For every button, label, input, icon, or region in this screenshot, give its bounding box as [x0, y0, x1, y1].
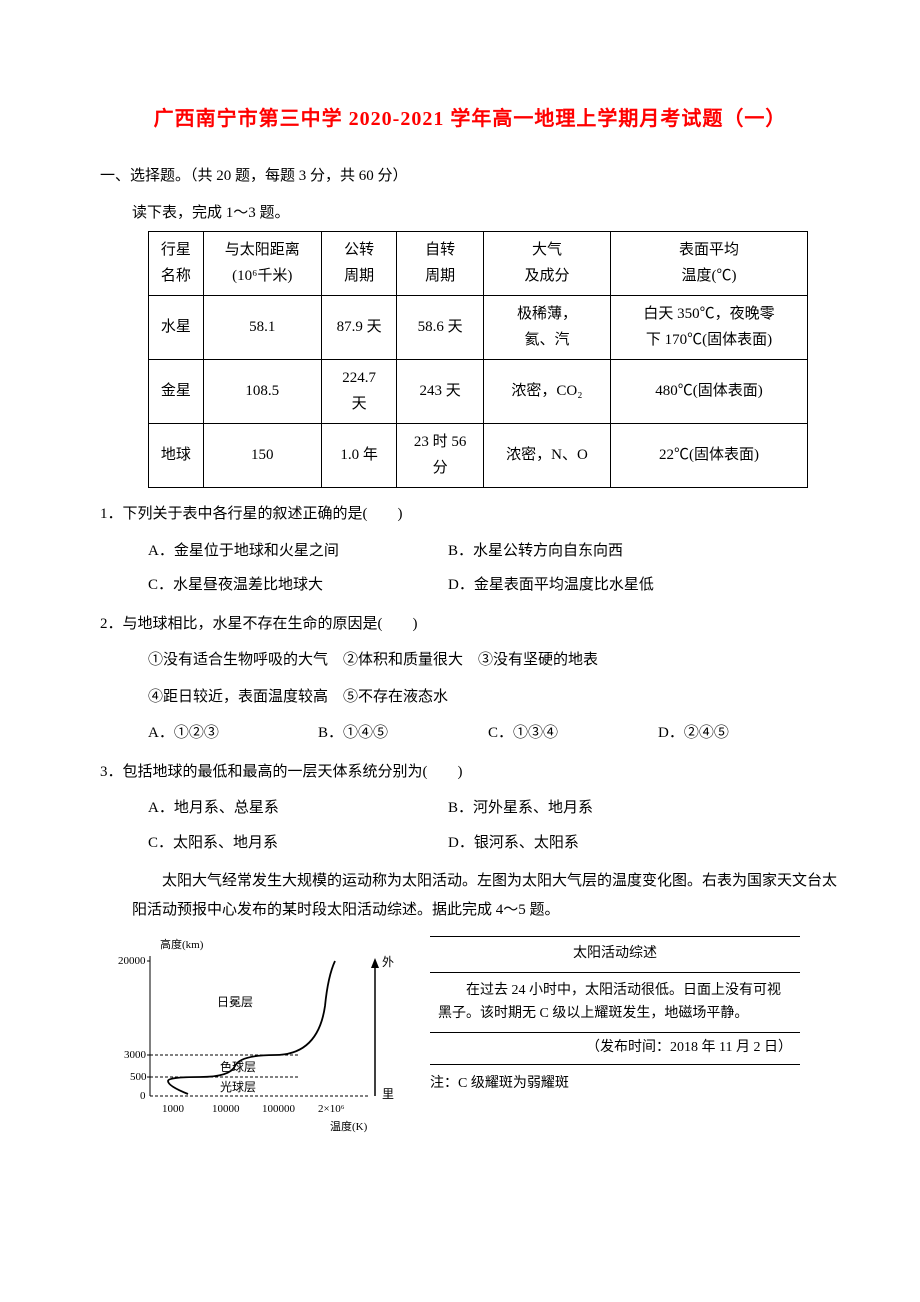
th-revolution: 公转周期: [321, 232, 397, 296]
q2-sub1: ①没有适合生物呼吸的大气 ②体积和质量很大 ③没有坚硬的地表: [148, 646, 840, 675]
passage-2: 太阳大气经常发生大规模的运动称为太阳活动。左图为太阳大气层的温度变化图。右表为国…: [132, 867, 840, 924]
td-temp: 白天 350℃，夜晚零下 170℃(固体表面): [611, 296, 808, 360]
q1-opt-a: A．金星位于地球和火星之间: [148, 537, 448, 566]
td-name: 水星: [149, 296, 204, 360]
y-axis-label: 高度(km): [160, 937, 204, 951]
solar-activity-summary: 太阳活动综述 在过去 24 小时中，太阳活动很低。日面上没有可视黑子。该时期无 …: [430, 936, 800, 1097]
solar-atmosphere-chart: 高度(km) 20000 3000 500 0 1000 10000 10000…: [100, 936, 410, 1136]
td-rot: 243 天: [397, 360, 483, 424]
th-name: 行星名称: [149, 232, 204, 296]
q3-options: A．地月系、总星系 B．河外星系、地月系 C．太阳系、地月系 D．银河系、太阳系: [148, 794, 840, 857]
planet-table: 行星名称 与太阳距离(10⁶千米) 公转周期 自转周期 大气及成分 表面平均温度…: [148, 231, 808, 488]
x-axis-label: 温度(K): [330, 1119, 368, 1133]
summary-footer: （发布时间：2018 年 11 月 2 日）: [430, 1033, 800, 1065]
x-tick-100000: 100000: [262, 1103, 296, 1115]
td-temp: 22℃(固体表面): [611, 424, 808, 488]
th-temperature: 表面平均温度(℃): [611, 232, 808, 296]
table-row: 地球 150 1.0 年 23 时 56分 浓密，N、O 22℃(固体表面): [149, 424, 808, 488]
x-tick-1000: 1000: [162, 1103, 185, 1115]
q3-stem: 3．包括地球的最低和最高的一层天体系统分别为( ): [100, 758, 840, 787]
summary-body: 在过去 24 小时中，太阳活动很低。日面上没有可视黑子。该时期无 C 级以上耀斑…: [430, 972, 800, 1033]
q2-stem: 2．与地球相比，水星不存在生命的原因是( ): [100, 610, 840, 639]
table-row: 金星 108.5 224.7天 243 天 浓密，CO₂ 480℃(固体表面): [149, 360, 808, 424]
td-rev: 1.0 年: [321, 424, 397, 488]
td-temp: 480℃(固体表面): [611, 360, 808, 424]
q2-opt-c: C．①③④: [488, 719, 658, 748]
x-tick-2e6: 2×10⁶: [318, 1103, 345, 1115]
y-tick-3000: 3000: [124, 1049, 147, 1061]
th-distance: 与太阳距离(10⁶千米): [203, 232, 321, 296]
chart-svg: 高度(km) 20000 3000 500 0 1000 10000 10000…: [100, 936, 410, 1136]
td-distance: 58.1: [203, 296, 321, 360]
arrow-outer: 外: [382, 955, 394, 969]
table-row: 水星 58.1 87.9 天 58.6 天 极稀薄，氦、汽 白天 350℃，夜晚…: [149, 296, 808, 360]
x-tick-10000: 10000: [212, 1103, 240, 1115]
td-distance: 150: [203, 424, 321, 488]
q2-sub2: ④距日较近，表面温度较高 ⑤不存在液态水: [148, 683, 840, 712]
q1-opt-d: D．金星表面平均温度比水星低: [448, 571, 748, 600]
table-header-row: 行星名称 与太阳距离(10⁶千米) 公转周期 自转周期 大气及成分 表面平均温度…: [149, 232, 808, 296]
section-header: 一、选择题。（共 20 题，每题 3 分，共 60 分）: [100, 162, 840, 191]
q1-opt-c: C．水星昼夜温差比地球大: [148, 571, 448, 600]
td-atm: 极稀薄，氦、汽: [483, 296, 610, 360]
td-rot: 23 时 56分: [397, 424, 483, 488]
layer-chromosphere: 色球层: [220, 1060, 256, 1074]
table-instruction: 读下表，完成 1～3 题。: [132, 199, 840, 228]
q2-opt-d: D．②④⑤: [658, 719, 828, 748]
th-atmosphere: 大气及成分: [483, 232, 610, 296]
layer-photosphere: 光球层: [220, 1080, 256, 1094]
td-name: 地球: [149, 424, 204, 488]
q3-opt-c: C．太阳系、地月系: [148, 829, 448, 858]
q1-stem: 1．下列关于表中各行星的叙述正确的是( ): [100, 500, 840, 529]
q1-options: A．金星位于地球和火星之间 B．水星公转方向自东向西 C．水星昼夜温差比地球大 …: [148, 537, 840, 600]
q2-opt-a: A．①②③: [148, 719, 318, 748]
q3-opt-d: D．银河系、太阳系: [448, 829, 748, 858]
y-tick-0: 0: [140, 1090, 146, 1102]
arrow-inner: 里: [382, 1087, 394, 1101]
q1-opt-b: B．水星公转方向自东向西: [448, 537, 748, 566]
td-rev: 224.7天: [321, 360, 397, 424]
layer-corona: 日冕层: [217, 995, 253, 1009]
td-atm: 浓密，CO₂: [483, 360, 610, 424]
td-rot: 58.6 天: [397, 296, 483, 360]
th-rotation: 自转周期: [397, 232, 483, 296]
td-atm: 浓密，N、O: [483, 424, 610, 488]
exam-title: 广西南宁市第三中学 2020-2021 学年高一地理上学期月考试题（一）: [100, 100, 840, 138]
temperature-curve: [168, 961, 335, 1094]
td-distance: 108.5: [203, 360, 321, 424]
td-name: 金星: [149, 360, 204, 424]
y-tick-500: 500: [130, 1071, 147, 1083]
q2-opt-b: B．①④⑤: [318, 719, 488, 748]
td-rev: 87.9 天: [321, 296, 397, 360]
q2-options: A．①②③ B．①④⑤ C．①③④ D．②④⑤: [148, 719, 840, 748]
summary-header: 太阳活动综述: [430, 937, 800, 973]
y-tick-20000: 20000: [118, 955, 146, 967]
summary-note: 注：C 级耀斑为弱耀斑: [430, 1071, 800, 1098]
q3-opt-b: B．河外星系、地月系: [448, 794, 748, 823]
q3-opt-a: A．地月系、总星系: [148, 794, 448, 823]
